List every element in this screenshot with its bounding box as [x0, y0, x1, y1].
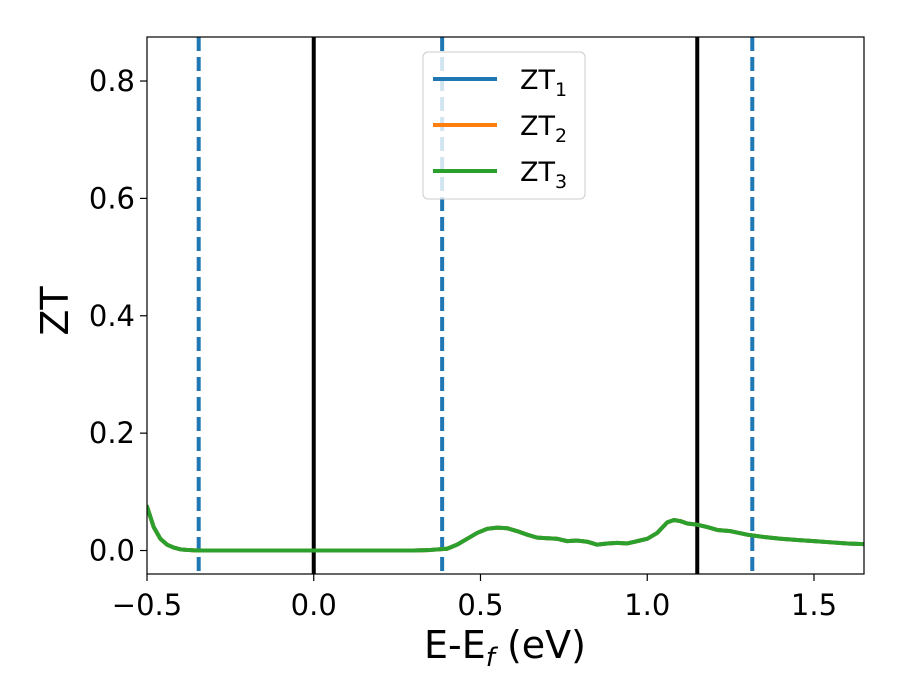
plot-frame	[146, 36, 865, 575]
legend-label-ZT1: ZT1	[520, 65, 567, 101]
y-tick-label-0: 0.0	[89, 534, 135, 568]
series-line-ZT3	[147, 504, 864, 553]
x-tick-label-4: 1.5	[791, 588, 837, 622]
legend-label-ZT2: ZT2	[520, 111, 567, 147]
y-axis-title: ZT	[33, 286, 77, 336]
x-tick-label-3: 1.0	[624, 588, 670, 622]
legend-label-ZT3: ZT3	[520, 157, 567, 193]
x-axis-title-unit: (eV)	[495, 623, 586, 667]
x-axis-title-main: E-E	[424, 623, 486, 667]
y-tick-label-3: 0.6	[89, 181, 135, 215]
series-lines	[147, 504, 864, 553]
y-axis: 0.0 0.2 0.4 0.6 0.8	[89, 64, 147, 568]
y-tick-label-4: 0.8	[89, 64, 135, 98]
x-tick-label-0: −0.5	[112, 588, 182, 622]
y-tick-label-2: 0.4	[89, 299, 135, 333]
legend-box	[422, 51, 586, 200]
x-tick-label-1: 0.0	[291, 588, 337, 622]
legend: ZT1 ZT2 ZT3	[422, 51, 586, 200]
x-axis: −0.5 0.0 0.5 1.0 1.5	[112, 574, 837, 622]
x-tick-label-2: 0.5	[457, 588, 503, 622]
x-axis-title: E-Ef (eV)	[424, 623, 586, 673]
y-tick-label-1: 0.2	[89, 416, 135, 450]
